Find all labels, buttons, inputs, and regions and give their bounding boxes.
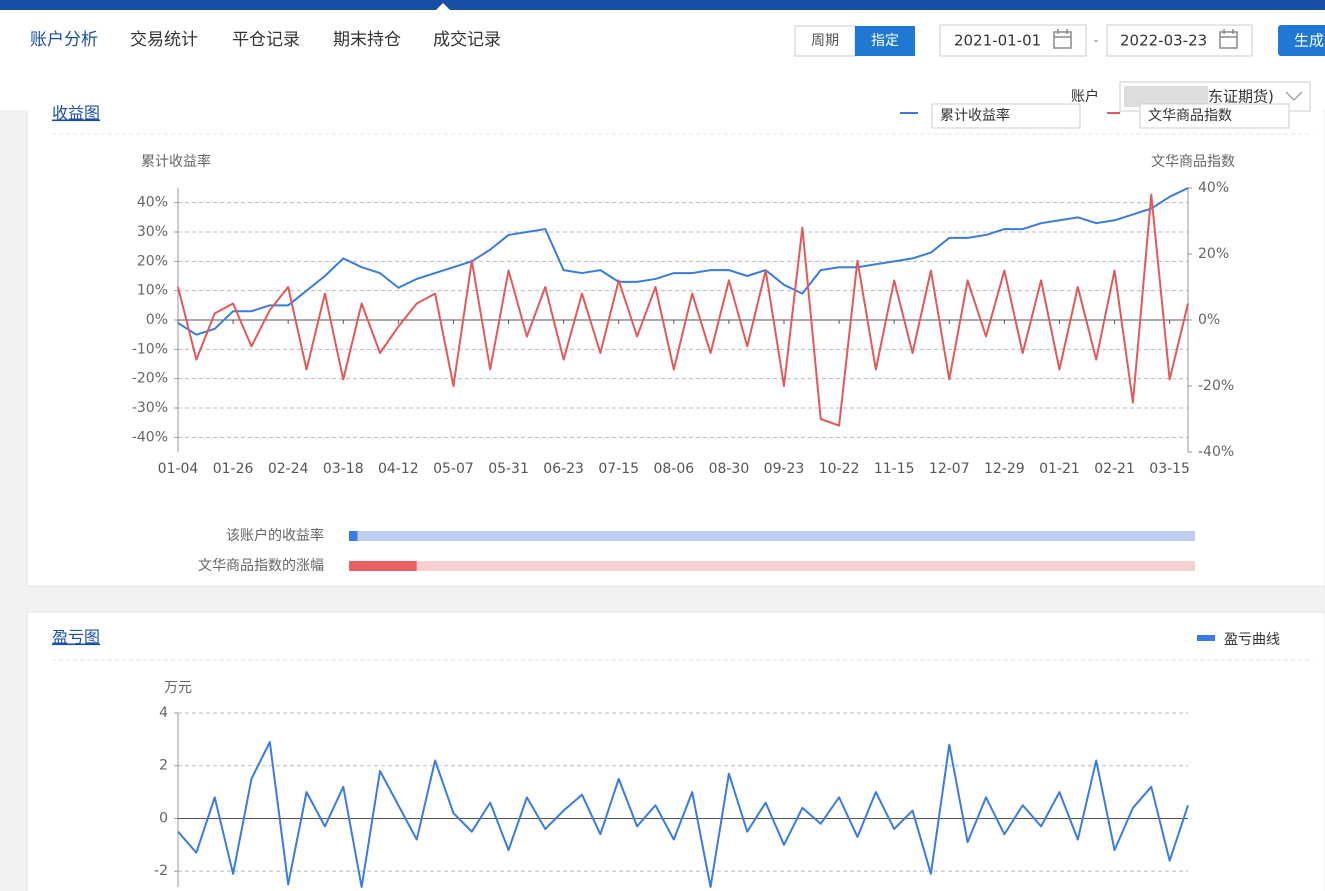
y-tick-label: 0% bbox=[146, 312, 168, 328]
x-tick-label: 12-29 bbox=[984, 461, 1025, 477]
comparison-label: 文华商品指数的涨幅 bbox=[198, 558, 324, 574]
y-tick-label: 2 bbox=[159, 758, 168, 774]
panel-pnl bbox=[26, 611, 1325, 891]
custom-button[interactable] bbox=[855, 26, 915, 56]
y-tick-label: 40% bbox=[137, 195, 168, 211]
tab-pointer bbox=[436, 3, 450, 10]
calendar-icon bbox=[1053, 29, 1072, 49]
tab[interactable]: 期末持仓 bbox=[333, 30, 401, 50]
nav-bar bbox=[0, 10, 1325, 110]
x-tick-label: 01-26 bbox=[213, 461, 254, 477]
x-tick-label: 05-07 bbox=[433, 461, 474, 477]
date-separator: - bbox=[1093, 33, 1098, 49]
account-value: 东证期货) bbox=[1208, 88, 1274, 106]
legend-label: 盈亏曲线 bbox=[1224, 632, 1280, 648]
period-button-label: 周期 bbox=[811, 33, 839, 49]
x-tick-label: 01-21 bbox=[1039, 461, 1080, 477]
y-tick-label: -2 bbox=[154, 863, 168, 879]
series-line bbox=[177, 193, 1189, 427]
y-tick-label: 0 bbox=[159, 810, 168, 826]
x-tick-label: 06-23 bbox=[543, 461, 584, 477]
comparison-track bbox=[349, 561, 1195, 571]
panel-returns bbox=[26, 99, 1325, 587]
legend-label: 累计收益率 bbox=[940, 107, 1010, 124]
x-tick-label: 02-21 bbox=[1094, 461, 1135, 477]
x-tick-label: 05-31 bbox=[488, 461, 529, 477]
y2-tick-label: -20% bbox=[1198, 378, 1234, 394]
comparison-label: 该账户的收益率 bbox=[226, 527, 324, 544]
y-tick-label: -40% bbox=[132, 429, 168, 445]
comparison-track bbox=[349, 531, 1195, 541]
tab[interactable]: 账户分析 bbox=[30, 30, 98, 50]
x-tick-label: 08-06 bbox=[653, 461, 694, 477]
generate-button[interactable] bbox=[1278, 25, 1325, 56]
custom-button-label: 指定 bbox=[871, 33, 899, 49]
legend-swatch bbox=[1197, 635, 1215, 641]
chevron bbox=[1285, 91, 1303, 101]
blurred-account bbox=[1124, 86, 1208, 107]
panel-title[interactable]: 收益图 bbox=[52, 104, 100, 123]
top-bar bbox=[0, 0, 1325, 10]
y-tick-label: 20% bbox=[137, 253, 168, 269]
tab[interactable]: 成交记录 bbox=[433, 30, 501, 50]
tab[interactable]: 平仓记录 bbox=[232, 30, 300, 50]
y-tick-label: -20% bbox=[132, 371, 168, 387]
comparison-bar bbox=[349, 561, 417, 571]
end-date: 2022-03-23 bbox=[1120, 32, 1207, 50]
x-tick-label: 09-23 bbox=[764, 461, 805, 477]
start-date-input[interactable] bbox=[939, 24, 1087, 57]
panel-title[interactable]: 盈亏图 bbox=[52, 628, 100, 647]
account-label: 账户 bbox=[1071, 88, 1099, 105]
y-tick-label: -10% bbox=[132, 341, 168, 357]
x-tick-label: 11-15 bbox=[874, 461, 915, 477]
calendar-icon bbox=[1219, 29, 1238, 49]
period-button[interactable] bbox=[794, 25, 856, 57]
x-tick-label: 04-12 bbox=[378, 461, 419, 477]
x-tick-label: 01-04 bbox=[158, 461, 199, 477]
x-tick-label: 08-30 bbox=[709, 461, 750, 477]
series-line bbox=[177, 741, 1189, 888]
y-tick-label: 30% bbox=[137, 224, 168, 240]
comparison-bar bbox=[349, 531, 358, 541]
x-tick-label: 03-18 bbox=[323, 461, 364, 477]
y-tick-label: -30% bbox=[132, 400, 168, 416]
y-tick-label: 4 bbox=[159, 705, 168, 721]
x-tick-label: 02-24 bbox=[268, 461, 309, 477]
x-tick-label: 03-15 bbox=[1149, 461, 1190, 477]
y-axis-label: 累计收益率 bbox=[141, 153, 211, 170]
legend-select[interactable] bbox=[931, 103, 1081, 129]
y2-tick-label: 0% bbox=[1198, 312, 1220, 328]
y-tick-label: 10% bbox=[137, 283, 168, 299]
y-axis-label: 万元 bbox=[164, 680, 192, 696]
start-date: 2021-01-01 bbox=[954, 32, 1041, 50]
x-tick-label: 07-15 bbox=[598, 461, 639, 477]
y2-tick-label: 40% bbox=[1198, 180, 1229, 196]
generate-button-label: 生成 bbox=[1294, 32, 1324, 50]
x-tick-label: 12-07 bbox=[929, 461, 970, 477]
y2-axis-label: 文华商品指数 bbox=[1151, 154, 1235, 170]
end-date-input[interactable] bbox=[1106, 24, 1253, 57]
y2-tick-label: 20% bbox=[1198, 246, 1229, 262]
series-line bbox=[177, 187, 1189, 336]
y2-tick-label: -40% bbox=[1198, 444, 1234, 460]
tab[interactable]: 交易统计 bbox=[130, 30, 198, 50]
legend-label: 文华商品指数 bbox=[1148, 108, 1232, 124]
legend-select[interactable] bbox=[1139, 103, 1290, 129]
x-tick-label: 10-22 bbox=[819, 461, 860, 477]
